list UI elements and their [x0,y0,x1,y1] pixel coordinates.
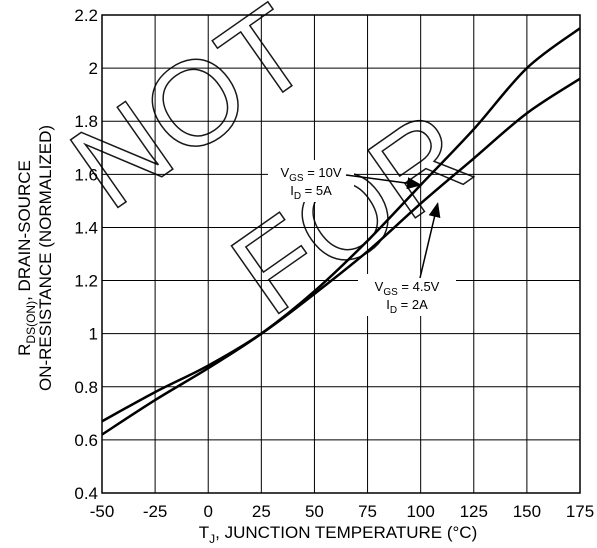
anno-rest: = 5A [301,183,332,198]
anno-sub: GS [383,287,398,298]
x-tick-label: 150 [513,502,541,521]
y-tick-label: 0.6 [74,431,98,450]
x-tick-label: -50 [90,502,115,521]
annotation-1-line1: VGS = 4.5V [375,279,440,298]
annotation-box-1 [358,274,456,316]
anno-rest: = 4.5V [398,279,440,294]
anno-sub: D [390,305,397,316]
anno-main: V [375,279,384,294]
y-title-main: R [15,344,34,356]
anno-rest: = 10V [304,165,342,180]
y-title-rest: , DRAIN-SOURCE [15,160,34,301]
series-line-0 [101,27,581,436]
y-tick-label: 1.2 [74,272,98,291]
y-tick-label: 1 [89,325,98,344]
plot-frame [101,14,581,494]
anno-sub: D [294,191,301,202]
x-title-rest: , JUNCTION TEMPERATURE (°C) [215,523,477,542]
annotation-arrow-0 [345,174,423,190]
annotation-0-line2: ID = 5A [290,183,332,202]
series-layer [101,27,581,436]
y-tick-label: 1.6 [74,165,98,184]
x-tick-label: 125 [460,502,488,521]
anno-main: V [280,165,289,180]
anno-rest: = 2A [397,297,428,312]
y-title-sub: DS(ON) [24,301,38,344]
annotation-box-0 [268,160,354,202]
y-axis-title-line1: RDS(ON), DRAIN-SOURCE [15,160,38,356]
x-tick-label: 175 [566,502,594,521]
x-tick-label: 50 [305,502,324,521]
annotation-arrow-1 [419,202,441,279]
y-tick-label: 2.2 [74,6,98,25]
anno-sub: GS [289,173,304,184]
x-tick-label: -25 [143,502,168,521]
x-tick-label: 100 [406,502,434,521]
x-title-main: T [199,523,209,542]
y-axis-title-line2: ON-RESISTANCE (NORMALIZED) [36,125,55,391]
series-line-1 [101,77,581,423]
y-tick-label: 0.8 [74,378,98,397]
y-tick-label: 0.4 [74,484,98,503]
y-tick-label: 2 [89,59,98,78]
y-tick-label: 1.4 [74,218,98,237]
y-tick-label: 1.8 [74,112,98,131]
x-tick-label: 25 [252,502,271,521]
x-tick-label: 0 [203,502,212,521]
tick-labels: -50 -25 0 25 50 75 100 125 150 175 0.4 0.6 0.8 1 1.2 1.… [74,6,594,521]
x-tick-label: 75 [358,502,377,521]
annotation-0-line1: VGS = 10V [280,165,341,184]
anno-main: I [290,183,294,198]
x-axis-title: TJ, JUNCTION TEMPERATURE (°C) [199,523,478,546]
x-title-sub: J [209,532,215,546]
annotation-1-line2: ID = 2A [386,297,428,316]
grid [101,14,581,494]
anno-main: I [386,297,390,312]
